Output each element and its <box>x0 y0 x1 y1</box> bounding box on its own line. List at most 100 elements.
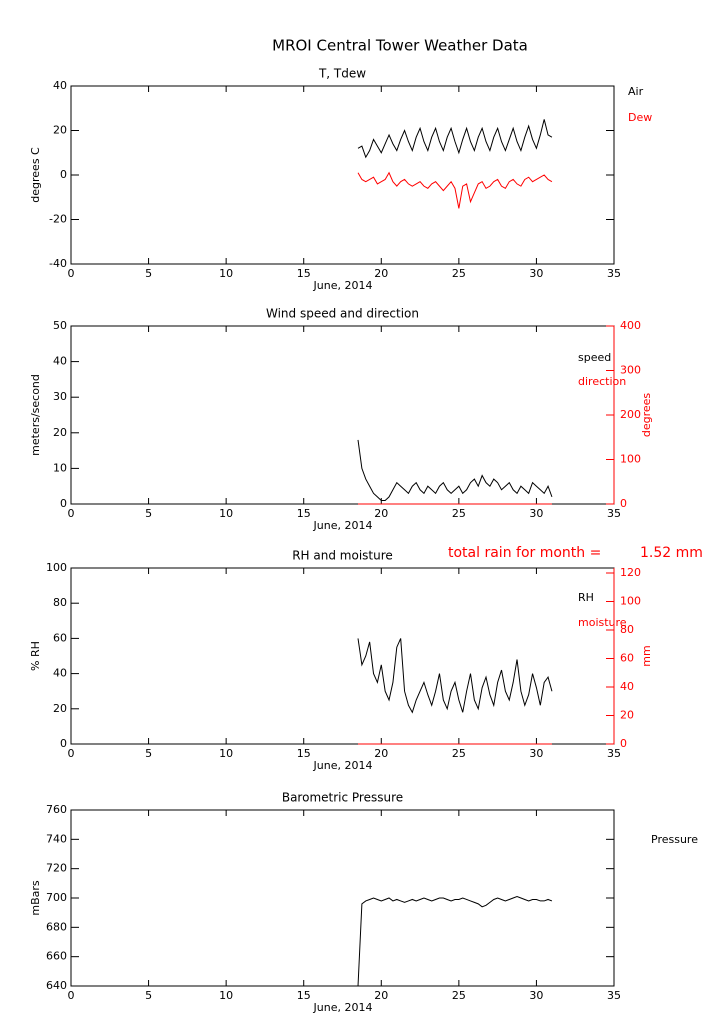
y-tick-label: 20 <box>53 702 67 715</box>
x-tick-label: 35 <box>607 747 621 760</box>
y-tick-label: -40 <box>49 257 67 270</box>
y-tick-label: 660 <box>46 950 67 963</box>
legend-label: RH <box>578 591 594 604</box>
series-line <box>357 119 553 159</box>
y-tick-label: 20 <box>53 124 67 137</box>
y-tick-label: 40 <box>53 79 67 92</box>
y-tick-label: 60 <box>53 631 67 644</box>
y-tick-label: 680 <box>46 920 67 933</box>
x-tick-label: 15 <box>297 747 311 760</box>
x-tick-label: 10 <box>219 267 233 280</box>
y-tick-label: 640 <box>46 979 67 992</box>
x-tick-label: 30 <box>529 507 543 520</box>
y-tick-label: 40 <box>53 355 67 368</box>
y2-axis-label: mm <box>640 645 653 666</box>
y2-tick-label: 80 <box>620 623 634 636</box>
y-tick-label: 760 <box>46 803 67 816</box>
legend-label: moisture <box>578 616 627 629</box>
y2-tick-label: 100 <box>620 453 641 466</box>
series-line <box>357 439 553 501</box>
series-line <box>357 171 553 209</box>
legend-label: Pressure <box>651 833 698 846</box>
x-tick-label: 25 <box>452 747 466 760</box>
y-tick-label: 0 <box>60 168 67 181</box>
y2-tick-label: 0 <box>620 497 627 510</box>
y-tick-label: 80 <box>53 596 67 609</box>
figure-title: MROI Central Tower Weather Data <box>272 37 528 55</box>
y2-axis-label: degrees <box>640 393 653 438</box>
y2-tick-label: 40 <box>620 680 634 693</box>
y-tick-label: 50 <box>53 319 67 332</box>
x-tick-label: 5 <box>145 267 152 280</box>
legend-label: Air <box>628 85 644 98</box>
y-tick-label: 0 <box>60 737 67 750</box>
y-tick-label: 0 <box>60 497 67 510</box>
y-axis-label: degrees C <box>29 147 42 203</box>
x-tick-label: 25 <box>452 267 466 280</box>
y2-tick-label: 300 <box>620 364 641 377</box>
plot-frame <box>70 85 615 265</box>
x-tick-label: 0 <box>68 989 75 1002</box>
chart-title: Barometric Pressure <box>282 791 403 805</box>
x-tick-label: 10 <box>219 989 233 1002</box>
x-axis-label: June, 2014 <box>313 279 373 292</box>
x-tick-label: 15 <box>297 267 311 280</box>
x-tick-label: 20 <box>374 989 388 1002</box>
x-axis-label: June, 2014 <box>313 1001 373 1014</box>
y2-tick-label: 400 <box>620 319 641 332</box>
x-tick-label: 5 <box>145 989 152 1002</box>
plot-frame <box>70 325 615 505</box>
y-tick-label: 720 <box>46 862 67 875</box>
plot-frame <box>70 809 615 987</box>
y2-tick-label: 60 <box>620 651 634 664</box>
x-axis-label: June, 2014 <box>313 519 373 532</box>
plot-frame <box>70 567 615 745</box>
y2-tick-label: 120 <box>620 566 641 579</box>
x-tick-label: 20 <box>374 747 388 760</box>
x-tick-label: 25 <box>452 989 466 1002</box>
x-tick-label: 5 <box>145 507 152 520</box>
x-tick-label: 20 <box>374 507 388 520</box>
x-tick-label: 35 <box>607 267 621 280</box>
y-tick-label: 10 <box>53 461 67 474</box>
x-tick-label: 35 <box>607 989 621 1002</box>
x-tick-label: 15 <box>297 507 311 520</box>
x-tick-label: 0 <box>68 507 75 520</box>
y2-tick-label: 0 <box>620 737 627 750</box>
x-tick-label: 0 <box>68 747 75 760</box>
y-axis-label: mBars <box>29 880 42 916</box>
x-tick-label: 5 <box>145 747 152 760</box>
y-axis-label: % RH <box>29 641 42 671</box>
y-axis-label: meters/second <box>29 374 42 456</box>
x-tick-label: 35 <box>607 507 621 520</box>
y2-tick-label: 20 <box>620 708 634 721</box>
x-tick-label: 30 <box>529 989 543 1002</box>
x-tick-label: 30 <box>529 267 543 280</box>
y-tick-label: 740 <box>46 832 67 845</box>
chart-title: T, Tdew <box>318 67 366 81</box>
legend-label: Dew <box>628 111 652 124</box>
chart-title: Wind speed and direction <box>266 307 419 321</box>
y-tick-label: 30 <box>53 390 67 403</box>
x-tick-label: 10 <box>219 507 233 520</box>
chart-title: RH and moisture <box>292 549 393 563</box>
series-line <box>357 895 553 987</box>
y-tick-label: 40 <box>53 667 67 680</box>
x-tick-label: 30 <box>529 747 543 760</box>
x-tick-label: 0 <box>68 267 75 280</box>
legend-label: speed <box>578 351 611 364</box>
y2-tick-label: 200 <box>620 408 641 421</box>
series-line <box>357 638 553 714</box>
x-tick-label: 20 <box>374 267 388 280</box>
y-tick-label: 700 <box>46 891 67 904</box>
x-tick-label: 10 <box>219 747 233 760</box>
y-tick-label: 100 <box>46 561 67 574</box>
y-tick-label: 20 <box>53 426 67 439</box>
x-tick-label: 15 <box>297 989 311 1002</box>
annotation: total rain for month = <box>448 545 601 561</box>
y2-tick-label: 100 <box>620 594 641 607</box>
annotation: 1.52 mm <box>640 545 703 561</box>
legend-label: direction <box>578 375 626 388</box>
y-tick-label: -20 <box>49 213 67 226</box>
